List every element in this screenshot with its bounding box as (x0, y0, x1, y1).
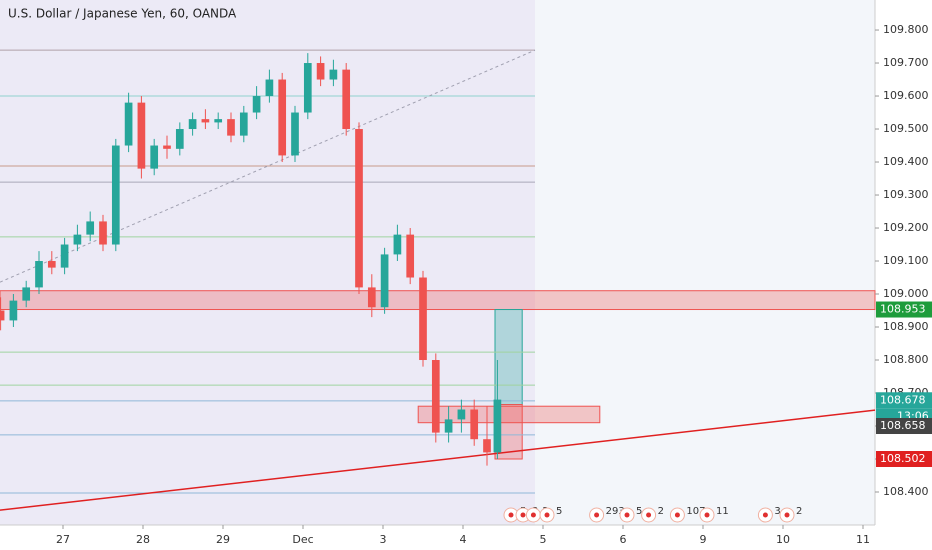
y-tick-label: 108.800 (883, 353, 929, 366)
price-tag-label: 108.953 (880, 303, 926, 316)
x-tick-label: 6 (620, 533, 627, 546)
event-count: 293 (606, 506, 625, 517)
event-dot (508, 512, 514, 518)
event-count: 2 (658, 506, 664, 517)
candle-body (35, 261, 43, 288)
y-tick-label: 109.700 (883, 56, 929, 69)
candle-body (457, 409, 466, 420)
x-tick-label: 5 (540, 533, 547, 546)
zone (0, 290, 876, 311)
candle-body (470, 409, 479, 440)
x-tick-label: 11 (856, 533, 870, 546)
candle-body (355, 129, 363, 288)
chart-title: U.S. Dollar / Japanese Yen, 60, OANDA (8, 7, 237, 21)
y-tick-label: 109.200 (883, 221, 929, 234)
trendline (0, 409, 876, 511)
candle-body (111, 145, 120, 245)
candle-body (86, 221, 95, 235)
candle-body (73, 234, 82, 245)
zone (494, 309, 523, 406)
candle-body (188, 119, 197, 130)
candle-body (175, 129, 184, 149)
candle-body (227, 119, 235, 136)
event-count: 5 (636, 506, 642, 517)
y-tick-label: 109.300 (883, 188, 929, 201)
y-tick-label: 109.800 (883, 23, 929, 36)
candle-body (137, 102, 146, 169)
candle-body (444, 419, 453, 433)
candle-body (163, 145, 171, 149)
event-dot (784, 512, 790, 518)
x-tick-label: 27 (56, 533, 70, 546)
candle-body (380, 254, 389, 308)
candle-body (9, 300, 18, 321)
candle-body (99, 221, 107, 245)
event-dot (674, 512, 680, 518)
candle-body (406, 234, 415, 278)
candle-body (22, 287, 31, 301)
candle-body (303, 63, 312, 113)
price-tag (876, 451, 932, 468)
price-tag-label: 108.502 (880, 452, 926, 465)
x-tick-label: 29 (216, 533, 230, 546)
y-tick-label: 108.900 (883, 320, 929, 333)
x-tick-label: 10 (776, 533, 790, 546)
price-tag (876, 301, 932, 318)
history-background (0, 0, 535, 525)
event-dot (704, 512, 710, 518)
candle-body (291, 112, 299, 156)
event-dot (762, 512, 768, 518)
event-dot (544, 512, 550, 518)
plot (0, 49, 876, 511)
candle-body (124, 102, 133, 146)
y-tick-label: 109.500 (883, 122, 929, 135)
y-tick-label: 109.400 (883, 155, 929, 168)
candle-body (493, 399, 502, 453)
candle-body (201, 119, 210, 123)
event-dot (520, 512, 526, 518)
candle-body (252, 96, 261, 113)
candle-body (342, 69, 351, 130)
event-count: 11 (716, 506, 729, 517)
x-tick-label: 28 (136, 533, 150, 546)
candle-body (150, 145, 159, 169)
event-count: 2 (796, 506, 802, 517)
candle-body (47, 261, 56, 268)
price-tag (876, 392, 932, 409)
event-count: 3 (774, 506, 780, 517)
price-tag-label: 108.658 (880, 419, 926, 432)
event-dot (624, 512, 630, 518)
event-dot (530, 512, 536, 518)
candle-body (316, 63, 325, 80)
y-tick-label: 109.600 (883, 89, 929, 102)
price-tag (876, 418, 932, 435)
trendline (0, 49, 536, 283)
x-tick-label: 3 (380, 533, 387, 546)
candle-body (483, 439, 491, 453)
event-count: 5 (556, 506, 562, 517)
candle-body (60, 244, 69, 268)
candle-body (329, 69, 338, 80)
y-tick-label: 109.100 (883, 254, 929, 267)
candle-body (419, 277, 427, 361)
price-tag-label: 108.678 (880, 393, 926, 406)
candle-body (393, 234, 402, 255)
event-count: 107 (686, 506, 705, 517)
event-dot (646, 512, 652, 518)
x-tick-label: 4 (460, 533, 467, 546)
candle-body (214, 119, 223, 123)
future-background (535, 0, 875, 525)
candle-body (431, 360, 440, 433)
candle-body (367, 287, 376, 308)
x-tick-label: 9 (700, 533, 707, 546)
event-dot (594, 512, 600, 518)
candle-body (265, 79, 274, 97)
y-tick-label: 108.400 (883, 485, 929, 498)
y-tick-label: 109.000 (883, 287, 929, 300)
x-tick-label: Dec (292, 533, 313, 546)
candle-body (239, 112, 248, 136)
candle-body (278, 79, 287, 156)
candle-body (0, 310, 5, 321)
